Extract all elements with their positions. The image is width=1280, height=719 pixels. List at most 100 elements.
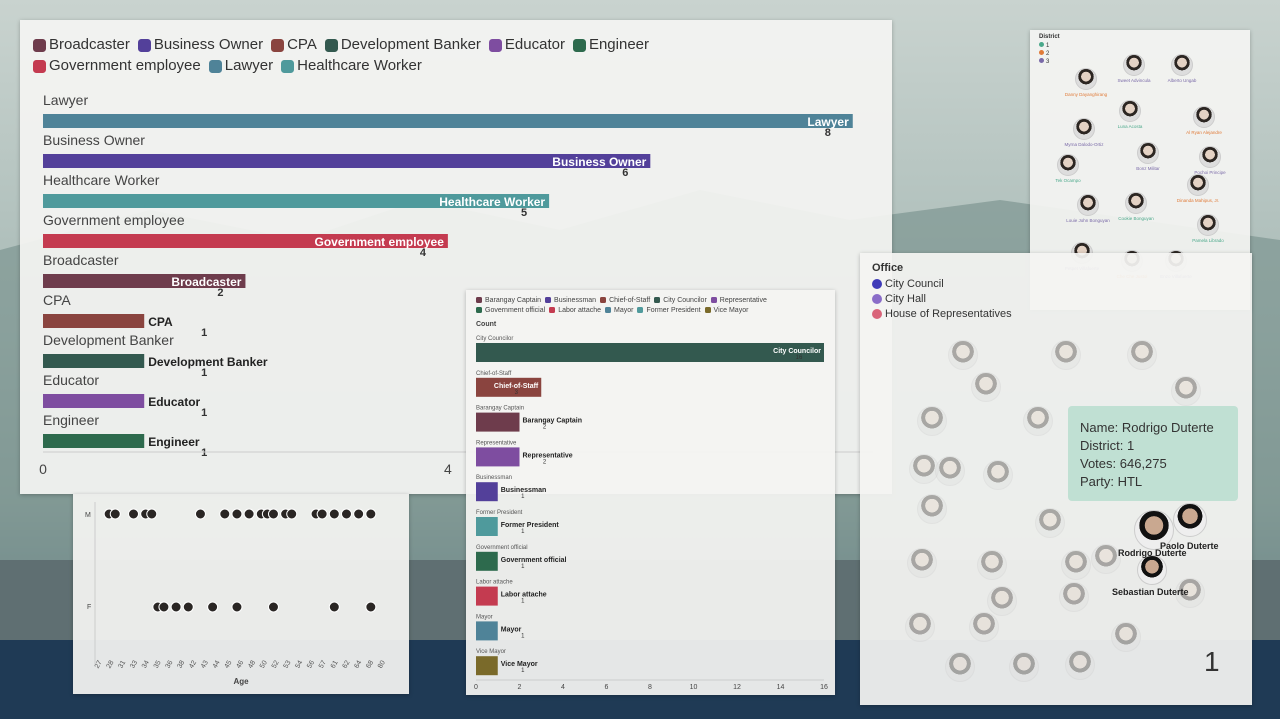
office-swatch <box>872 279 882 290</box>
legend-item: Government employee <box>33 55 201 76</box>
office-person-avatar[interactable] <box>917 494 947 524</box>
value-label: 1 <box>521 599 525 605</box>
value-label: 6 <box>622 167 628 179</box>
bar <box>43 234 448 248</box>
district-person-avatar[interactable] <box>1075 68 1097 90</box>
x-tick-label: 52 <box>271 659 281 669</box>
district-person-avatar[interactable] <box>1119 100 1141 122</box>
category-label: Vice Mayor <box>476 649 506 655</box>
district-legend: 1 2 3 <box>1039 42 1049 66</box>
male-person-point <box>243 508 255 520</box>
district-person-name: Cookie Bonguyan <box>1118 216 1154 221</box>
category-label: Business Owner <box>43 132 145 148</box>
tooltip-name: Name: Rodrigo Duterte <box>1080 420 1214 435</box>
office-person-avatar[interactable] <box>977 550 1007 580</box>
office-person-avatar[interactable] <box>948 340 978 370</box>
legend-label: Government employee <box>49 57 201 74</box>
rodrigo-duterte-label: Rodrigo Duterte <box>1118 548 1187 558</box>
x-tick-label: 48 <box>247 659 257 669</box>
legend-item: Broadcaster <box>33 34 130 55</box>
category-label: Broadcaster <box>43 252 119 268</box>
office-person-avatar[interactable] <box>1175 578 1205 608</box>
office-person-avatar[interactable] <box>969 612 999 642</box>
office-person-avatar[interactable] <box>905 612 935 642</box>
legend-item: Government official <box>476 306 545 316</box>
male-person-point <box>146 508 158 520</box>
legend-label: Mayor <box>614 307 634 314</box>
legend-swatch <box>33 38 46 52</box>
district-person-avatar[interactable] <box>1197 214 1219 236</box>
paolo-duterte-avatar[interactable] <box>1173 503 1207 537</box>
office-person-avatar[interactable] <box>1127 340 1157 370</box>
district-person-name: Alberto Ungab <box>1167 78 1197 83</box>
district-legend-title: District <box>1039 34 1060 40</box>
occupation-legend: Broadcaster Business Owner CPA Development … <box>33 34 713 76</box>
legend-label: Engineer <box>588 36 649 53</box>
office-person-avatar[interactable] <box>1065 650 1095 680</box>
district-person-avatar[interactable] <box>1123 54 1145 76</box>
district-person-name: Pamela Librado <box>1192 238 1224 243</box>
district-person-avatar[interactable] <box>1125 192 1147 214</box>
legend-swatch <box>281 59 295 73</box>
office-person-avatar[interactable] <box>1059 582 1089 612</box>
office-person-avatar[interactable] <box>1051 340 1081 370</box>
district-legend-item: 3 <box>1039 58 1049 66</box>
category-label: Barangay Captain <box>476 406 524 412</box>
office-person-avatar[interactable] <box>907 548 937 578</box>
bar <box>43 394 145 408</box>
district-person-avatar[interactable] <box>1077 194 1099 216</box>
bar-inline-label: Government employee <box>315 235 445 249</box>
bar <box>476 377 542 397</box>
female-person-point <box>207 601 219 613</box>
district-legend-label: 2 <box>1046 51 1050 57</box>
rodrigo-duterte-avatar[interactable] <box>1134 510 1174 550</box>
office-panel: Office City Council City Hall House of Rep… <box>860 253 1252 705</box>
x-tick-label: 54 <box>294 659 304 669</box>
legend-item: Lawyer <box>208 55 273 76</box>
office-person-avatar[interactable] <box>983 460 1013 490</box>
x-tick-label: 45 <box>224 659 234 669</box>
office-person-avatar[interactable] <box>1091 544 1121 574</box>
office-person-avatar[interactable] <box>987 586 1017 616</box>
legend-label: Educator <box>504 36 565 53</box>
office-person-avatar[interactable] <box>945 652 975 682</box>
legend-swatch <box>605 307 611 314</box>
office-person-avatar[interactable] <box>1023 406 1053 436</box>
office-person-avatar[interactable] <box>1009 652 1039 682</box>
district-person-avatar[interactable] <box>1057 154 1079 176</box>
bar <box>476 482 498 502</box>
office-legend-item: City Hall <box>872 292 1012 307</box>
category-label: Government official <box>476 545 528 551</box>
district-person-avatar[interactable] <box>1073 118 1095 140</box>
district-person-name: Myrna Dalodo-Ortiz <box>1064 142 1104 147</box>
legend-swatch <box>271 38 285 52</box>
x-tick-label: 4 <box>444 461 452 477</box>
office-person-avatar[interactable] <box>935 456 965 486</box>
bar <box>476 621 498 641</box>
district-person-avatar[interactable] <box>1193 106 1215 128</box>
office-person-avatar[interactable] <box>1035 508 1065 538</box>
office-person-avatar[interactable] <box>1061 550 1091 580</box>
office-person-avatar[interactable] <box>1111 622 1141 652</box>
office-legend-title: Office <box>872 262 904 274</box>
legend-swatch <box>324 38 338 52</box>
office-person-avatar[interactable] <box>917 406 947 436</box>
district-person-avatar[interactable] <box>1137 142 1159 164</box>
district-person-avatar[interactable] <box>1171 54 1193 76</box>
tooltip-votes: Votes: 646,275 <box>1080 456 1167 471</box>
district-person-name: Tek Ocampo <box>1055 178 1081 183</box>
district-person-avatar[interactable] <box>1187 174 1209 196</box>
value-label: 1 <box>201 407 207 419</box>
office-person-avatar[interactable] <box>971 372 1001 402</box>
office-person-avatar[interactable] <box>1171 376 1201 406</box>
tooltip: Name: Rodrigo Duterte District: 1 Votes:… <box>1068 406 1238 501</box>
district-person-name: Louie John Bonguyan <box>1066 218 1110 223</box>
category-label: Representative <box>476 440 517 446</box>
value-label: 1 <box>201 327 207 339</box>
legend-swatch <box>654 297 661 304</box>
value-label: 1 <box>521 494 525 500</box>
male-person-point <box>128 508 140 520</box>
district-person-avatar[interactable] <box>1199 146 1221 168</box>
sebastian-duterte-avatar[interactable] <box>1137 555 1167 585</box>
